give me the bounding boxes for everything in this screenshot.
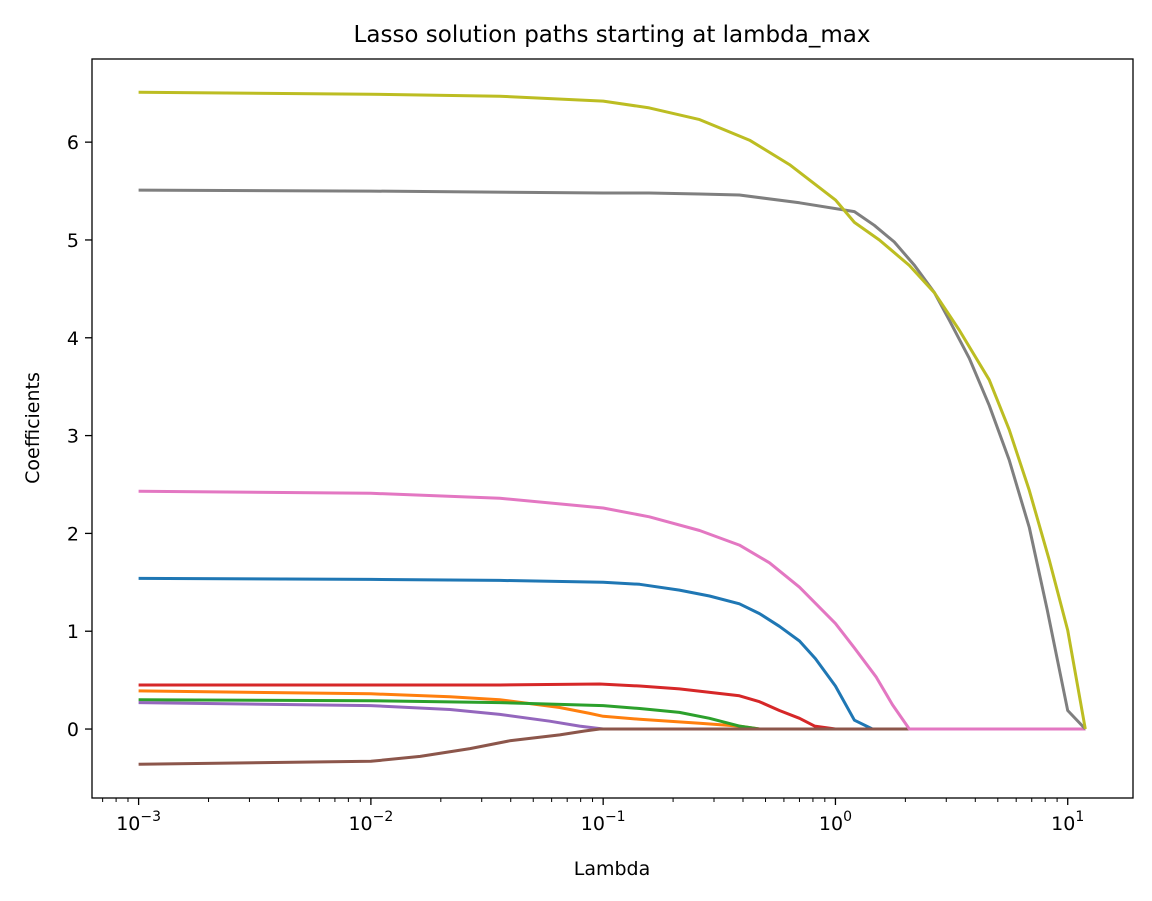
series-line-coef-7 — [138, 188, 1087, 731]
x-tick-base: 10 — [819, 813, 843, 835]
y-axis: 0 1 2 3 4 5 6 — [67, 132, 92, 741]
y-tick-label: 1 — [67, 621, 79, 643]
y-tick-label: 0 — [67, 719, 79, 741]
y-axis-label: Coefficients — [22, 372, 44, 484]
x-axis-label: Lambda — [574, 858, 651, 880]
x-tick-label: 101 — [1051, 809, 1084, 835]
series-line-coef-1 — [138, 689, 1086, 731]
y-tick-label: 4 — [67, 328, 79, 350]
x-tick-label: 10−2 — [348, 809, 393, 835]
x-tick-base: 10 — [116, 813, 140, 835]
series-line-coef-3 — [138, 682, 1086, 731]
y-tick-label: 3 — [67, 426, 79, 448]
series-line-coef-6 — [138, 489, 1086, 731]
chart-title: Lasso solution paths starting at lambda_… — [354, 22, 871, 48]
x-tick-exponent: −1 — [605, 809, 626, 825]
series-line-coef-0 — [138, 576, 1086, 731]
x-tick-base: 10 — [581, 813, 605, 835]
series-line-coef-5 — [138, 727, 1086, 766]
series-line-coef-8 — [138, 90, 1087, 730]
series-lines — [138, 90, 1087, 766]
x-tick-label: 10−1 — [581, 809, 626, 835]
x-tick-exponent: −3 — [140, 809, 161, 825]
y-tick-label: 6 — [67, 132, 79, 154]
x-tick-exponent: −2 — [373, 809, 394, 825]
y-tick-label: 5 — [67, 230, 79, 252]
x-tick-label: 100 — [819, 809, 852, 835]
x-axis: 10−3 10−2 10−1 100 101 — [102, 798, 1084, 835]
x-tick-base: 10 — [1051, 813, 1075, 835]
x-tick-base: 10 — [348, 813, 372, 835]
x-tick-label: 10−3 — [116, 809, 161, 835]
x-tick-exponent: 0 — [843, 809, 852, 825]
y-tick-label: 2 — [67, 523, 79, 545]
plot-frame — [91, 58, 1134, 799]
x-tick-exponent: 1 — [1075, 809, 1084, 825]
